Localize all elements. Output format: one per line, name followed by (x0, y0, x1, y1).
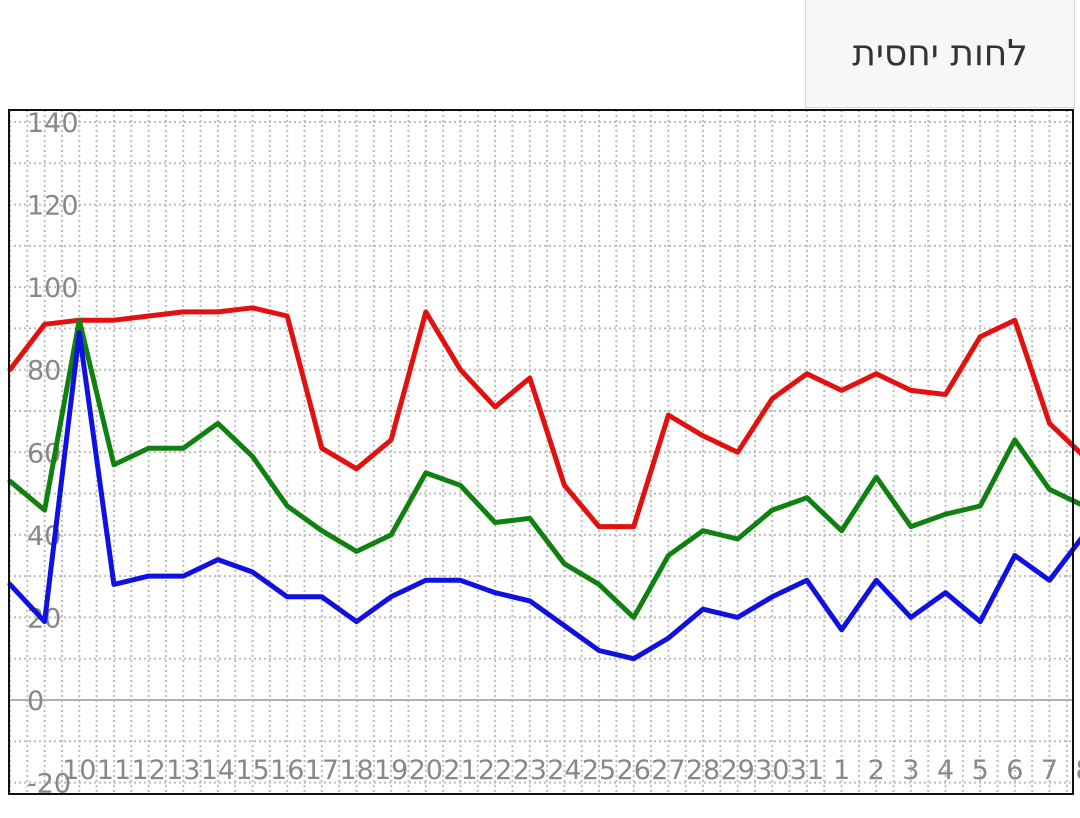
series-layer (7, 305, 1080, 662)
x-tick-label: 12 (131, 755, 165, 786)
x-tick-label: 1 (833, 755, 850, 786)
x-tick-label: 11 (97, 755, 131, 786)
x-tick-label: 15 (235, 755, 269, 786)
x-tick-label: 4 (937, 755, 954, 786)
x-tick-label: 2 (868, 755, 885, 786)
plot-frame (8, 109, 1074, 795)
x-tick-label: 8 (1076, 755, 1080, 786)
x-tick-label: 7 (1041, 755, 1058, 786)
x-tick-label: 19 (374, 755, 408, 786)
x-tick-label: 5 (972, 755, 989, 786)
y-tick-label: 100 (27, 273, 79, 304)
y-tick-label: 80 (27, 356, 61, 387)
x-tick-label: 27 (651, 755, 685, 786)
x-tick-label: 3 (902, 755, 919, 786)
series-line-2 (7, 317, 1080, 620)
series-line-1 (7, 305, 1080, 530)
x-tick-label: 21 (443, 755, 477, 786)
x-tick-label: 17 (305, 755, 339, 786)
series-line-3 (7, 330, 1080, 662)
x-tick-label: 18 (339, 755, 373, 786)
x-tick-label: 10 (62, 755, 96, 786)
x-tick-label: 23 (513, 755, 547, 786)
x-tick-label: 31 (790, 755, 824, 786)
x-tick-label: 13 (166, 755, 200, 786)
x-tick-label: 16 (270, 755, 304, 786)
tab-label: לחות יחסית (852, 33, 1028, 74)
y-tick-label: 120 (27, 191, 79, 222)
x-tick-label: 20 (409, 755, 443, 786)
y-tick-label: 0 (27, 686, 44, 717)
x-tick-label: 22 (478, 755, 512, 786)
tab-relative-humidity[interactable]: לחות יחסית (805, 0, 1075, 108)
x-tick-label: 25 (582, 755, 616, 786)
y-tick-label: 140 (27, 108, 79, 139)
x-tick-label: 14 (201, 755, 235, 786)
x-tick-label: 30 (755, 755, 789, 786)
x-tick-label: 26 (617, 755, 651, 786)
x-tick-label: 24 (547, 755, 581, 786)
x-tick-label: 29 (720, 755, 754, 786)
grid-layer (9, 110, 1073, 794)
x-tick-label: 28 (686, 755, 720, 786)
x-tick-label: 6 (1006, 755, 1023, 786)
